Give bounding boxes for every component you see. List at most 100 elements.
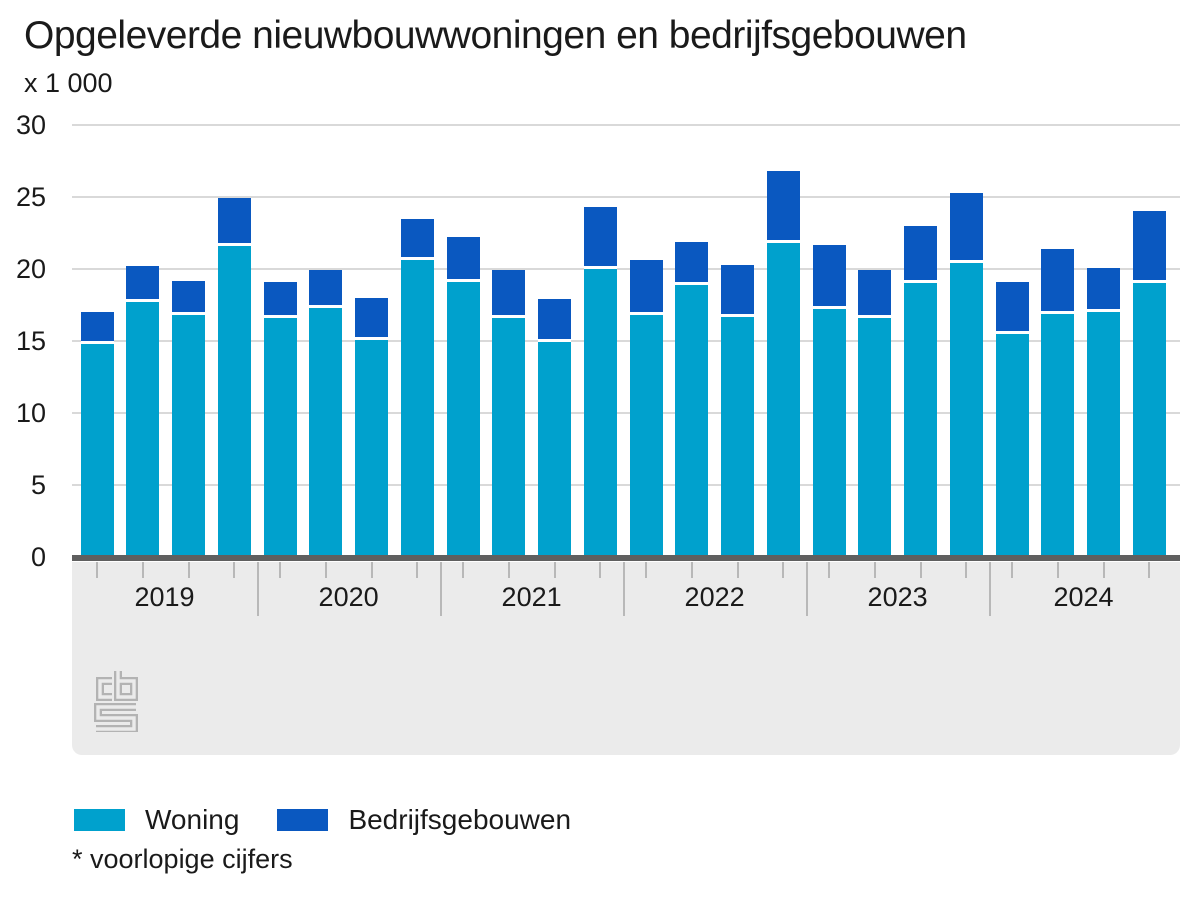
legend-item-bedrijfsgebouwen: Bedrijfsgebouwen	[277, 804, 571, 836]
bar-segment-bedrijfsgebouwen[interactable]	[721, 264, 754, 317]
bar-segment-woning[interactable]	[675, 284, 709, 557]
bar-segment-bedrijfsgebouwen[interactable]	[675, 241, 709, 285]
bar-segment-bedrijfsgebouwen[interactable]	[1087, 267, 1120, 313]
bar-segment-woning[interactable]	[538, 342, 571, 557]
footnote: * voorlopige cijfers	[72, 844, 293, 874]
gridline-15	[72, 340, 1180, 342]
bar-segment-bedrijfsgebouwen[interactable]	[538, 299, 571, 343]
year-label-2022: 2022	[684, 582, 745, 612]
bar-segment-woning[interactable]	[629, 315, 663, 557]
bar-segment-woning[interactable]	[904, 283, 937, 557]
quarter-tick	[416, 562, 419, 578]
bar-segment-woning[interactable]	[858, 317, 892, 557]
year-tick	[440, 562, 443, 616]
bar-segment-woning[interactable]	[355, 339, 388, 557]
bar-segment-bedrijfsgebouwen[interactable]	[263, 281, 297, 318]
bar-segment-bedrijfsgebouwen[interactable]	[355, 297, 388, 340]
x-axis-line	[72, 555, 1180, 561]
bar-segment-bedrijfsgebouwen[interactable]	[1132, 211, 1166, 284]
year-label-2023: 2023	[867, 582, 928, 612]
y-axis-label: 20	[15, 254, 46, 284]
year-tick	[989, 562, 992, 616]
quarter-tick	[645, 562, 647, 578]
quarter-tick	[279, 562, 281, 578]
bar-segment-bedrijfsgebouwen[interactable]	[812, 244, 846, 310]
bar-segment-bedrijfsgebouwen[interactable]	[949, 192, 983, 264]
bar-segment-woning[interactable]	[492, 317, 526, 557]
year-label-2024: 2024	[1053, 582, 1114, 612]
bar-segment-woning[interactable]	[126, 302, 160, 557]
chart-title: Opgeleverde nieuwbouwwoningen en bedrijf…	[24, 14, 967, 57]
year-label-2019: 2019	[134, 582, 195, 612]
quarter-tick	[736, 562, 739, 578]
bar-segment-bedrijfsgebouwen[interactable]	[126, 266, 160, 303]
bar-segment-woning[interactable]	[583, 269, 617, 557]
bar-segment-bedrijfsgebouwen[interactable]	[217, 198, 251, 246]
bar-segment-woning[interactable]	[263, 317, 297, 557]
bar-segment-woning[interactable]	[446, 281, 480, 557]
bar-segment-woning[interactable]	[1132, 283, 1166, 557]
quarter-tick	[1148, 562, 1151, 578]
legend-item-woning: Woning	[74, 804, 239, 836]
quarter-tick	[919, 562, 922, 578]
y-axis-label: 30	[15, 110, 46, 140]
legend-swatch-woning	[74, 809, 125, 831]
bar-segment-woning[interactable]	[172, 315, 205, 557]
bar-segment-woning[interactable]	[80, 343, 114, 557]
year-label-2020: 2020	[318, 582, 379, 612]
y-axis-label: 15	[15, 326, 46, 356]
bar-segment-bedrijfsgebouwen[interactable]	[995, 281, 1029, 334]
quarter-tick	[599, 562, 602, 578]
bar-segment-bedrijfsgebouwen[interactable]	[492, 270, 526, 318]
bar-segment-bedrijfsgebouwen[interactable]	[904, 225, 937, 284]
bar-segment-bedrijfsgebouwen[interactable]	[446, 237, 480, 282]
quarter-tick	[187, 562, 190, 578]
bar-segment-bedrijfsgebouwen[interactable]	[766, 171, 800, 244]
quarter-tick	[1056, 562, 1059, 578]
quarter-tick	[828, 562, 830, 578]
legend-label-woning: Woning	[145, 804, 240, 835]
bar-segment-bedrijfsgebouwen[interactable]	[309, 270, 343, 308]
bar-segment-woning[interactable]	[812, 309, 846, 557]
legend-label-bedrijfsgebouwen: Bedrijfsgebouwen	[348, 804, 572, 835]
bar-segment-woning[interactable]	[995, 333, 1029, 557]
bar-segment-woning[interactable]	[721, 316, 754, 557]
y-axis-label: 5	[30, 470, 46, 500]
legend: Woning Bedrijfsgebouwen	[74, 804, 571, 836]
gridline-25	[72, 196, 1180, 198]
quarter-tick	[324, 562, 327, 578]
bar-segment-bedrijfsgebouwen[interactable]	[1041, 248, 1075, 314]
y-axis-label: 10	[15, 398, 46, 428]
bar-segment-bedrijfsgebouwen[interactable]	[629, 260, 663, 316]
y-axis-label: 0	[30, 542, 46, 572]
bar-segment-bedrijfsgebouwen[interactable]	[583, 207, 617, 269]
bar-segment-woning[interactable]	[217, 245, 251, 557]
bar-segment-woning[interactable]	[1041, 313, 1075, 557]
quarter-tick	[462, 562, 464, 578]
gridline-5	[72, 484, 1180, 486]
bar-segment-woning[interactable]	[949, 263, 983, 557]
quarter-tick	[782, 562, 785, 578]
quarter-tick	[873, 562, 876, 578]
gridline-20	[72, 268, 1180, 270]
bar-segment-bedrijfsgebouwen[interactable]	[172, 280, 205, 316]
bar-segment-woning[interactable]	[1087, 312, 1120, 557]
bar-segment-bedrijfsgebouwen[interactable]	[858, 270, 892, 318]
quarter-tick	[370, 562, 373, 578]
bar-segment-woning[interactable]	[400, 260, 434, 557]
year-tick	[623, 562, 626, 616]
bar-segment-woning[interactable]	[309, 307, 343, 557]
quarter-tick	[141, 562, 144, 578]
bar-segment-bedrijfsgebouwen[interactable]	[400, 218, 434, 261]
bar-segment-bedrijfsgebouwen[interactable]	[80, 312, 114, 344]
bar-segment-woning[interactable]	[766, 243, 800, 557]
quarter-tick	[553, 562, 556, 578]
quarter-tick	[1102, 562, 1105, 578]
year-tick	[806, 562, 809, 616]
quarter-tick	[96, 562, 98, 578]
quarter-tick	[507, 562, 510, 578]
quarter-tick	[1011, 562, 1013, 578]
quarter-tick	[233, 562, 236, 578]
